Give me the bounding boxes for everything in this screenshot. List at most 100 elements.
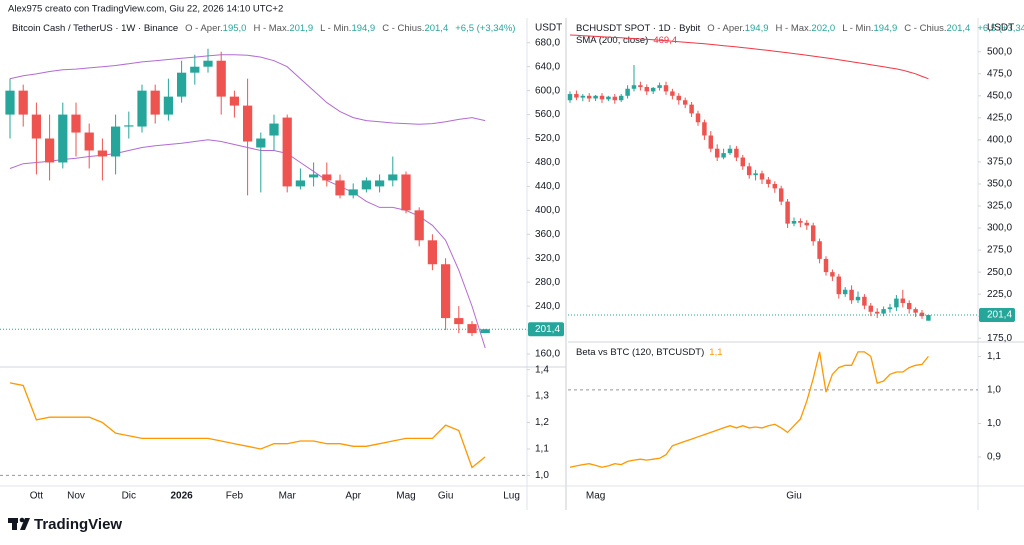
candle-body — [708, 135, 714, 149]
x-tick-label: Apr — [345, 491, 361, 502]
candle-body — [348, 189, 358, 196]
overlay-value: 469,4 — [653, 35, 677, 46]
candle-body — [919, 312, 925, 317]
y-tick-label: 440,0 — [535, 181, 560, 192]
logo: TradingView — [8, 516, 122, 533]
x-tick-label: Mar — [279, 491, 297, 502]
candle-body — [855, 296, 861, 301]
y-tick-label: 1,3 — [535, 391, 549, 402]
candle-body — [242, 105, 253, 142]
candle-body — [727, 148, 733, 154]
ohlc-label: H - Max. — [253, 23, 289, 34]
ohlc-value: 201,4 — [947, 23, 971, 34]
candle-body — [894, 298, 899, 308]
y-tick-label: 0,9 — [987, 452, 1001, 463]
candle-body — [746, 166, 752, 176]
ohlc-label: H - Max. — [776, 23, 812, 34]
candle-body — [785, 201, 790, 224]
candle-body — [110, 126, 121, 157]
y-tick-label: 400,0 — [535, 205, 560, 216]
candle-body — [631, 85, 637, 89]
indicator-name: Beta vs BTC (120, BTCUSDT) — [576, 347, 704, 358]
candle-body — [618, 95, 624, 101]
candle-body — [836, 276, 842, 295]
y-tick-label: 1,0 — [535, 470, 549, 481]
candle-body — [454, 318, 464, 325]
candle-body — [440, 264, 451, 319]
symbol-title: BCHUSDT SPOT · 1D · Bybit — [576, 23, 701, 34]
ohlc-value: 201,4 — [424, 23, 448, 34]
y-tick-label: 560,0 — [535, 109, 560, 120]
candle-body — [657, 85, 662, 88]
candle-body — [721, 153, 726, 158]
candle-body — [427, 240, 438, 265]
candle-body — [84, 132, 94, 151]
candle-body — [913, 309, 918, 313]
candle-body — [593, 95, 598, 99]
candle-body — [295, 180, 306, 187]
ohlc-label: L - Min. — [320, 23, 351, 34]
candle-body — [467, 324, 477, 334]
y-tick-label: 325,0 — [987, 201, 1012, 212]
y-tick-label: 320,0 — [535, 253, 560, 264]
last-price-box — [528, 322, 564, 337]
candle-body — [798, 220, 803, 223]
candle-body — [810, 225, 816, 242]
candle-body — [682, 100, 688, 105]
logo-icon — [12, 518, 17, 530]
overlay-line — [569, 34, 929, 80]
x-tick-label: Dic — [122, 491, 136, 502]
last-price-label: 201,4 — [987, 310, 1012, 321]
y-tick-label: 1,1 — [987, 351, 1001, 362]
candle-body — [689, 104, 694, 114]
ohlc-value: 194,9 — [745, 23, 769, 34]
y-tick-label: 225,0 — [987, 289, 1012, 300]
candle-body — [874, 311, 880, 314]
candle-body — [650, 87, 656, 92]
ohlc-label: L - Min. — [842, 23, 873, 34]
y-tick-label: 175,0 — [987, 333, 1012, 344]
x-tick-label: Ott — [30, 491, 44, 502]
y-tick-label: 160,0 — [535, 349, 560, 360]
x-tick-label: Giu — [786, 491, 802, 502]
ohlc-label: O - Aper. — [707, 23, 745, 34]
y-tick-label: 300,0 — [987, 223, 1012, 234]
candle-body — [5, 90, 15, 115]
last-price-label: 201,4 — [535, 324, 560, 335]
candle-body — [868, 305, 874, 312]
candle-body — [176, 72, 187, 97]
candle-body — [759, 173, 765, 180]
overlay-legend: SMA (200, close) 469,4 — [576, 35, 677, 46]
candle-body — [830, 272, 835, 277]
candle-body — [670, 91, 675, 96]
candle-body — [804, 222, 810, 226]
x-tick-label: Feb — [226, 491, 244, 502]
candle-body — [163, 96, 174, 115]
candle-body — [586, 95, 592, 99]
chart-legend: BCHUSDT SPOT · 1D · Bybit O - Aper.194,9 H… — [576, 23, 1024, 34]
candle-body — [414, 210, 424, 241]
watermark: Alex975 creato con TradingView.com, Giu … — [8, 4, 283, 15]
y-tick-label: 1,0 — [987, 418, 1001, 429]
candle-body — [766, 179, 771, 184]
candle-body — [216, 60, 226, 97]
candle-body — [580, 95, 586, 98]
candle-body — [900, 298, 906, 303]
y-tick-label: 400,0 — [987, 135, 1012, 146]
price-change: +6,5 (+3,34%) — [977, 23, 1024, 34]
candle-body — [823, 258, 829, 273]
y-tick-label: 500,0 — [987, 46, 1012, 57]
x-tick-label: Mag — [586, 491, 605, 502]
candle-body — [190, 66, 200, 73]
candle-body — [734, 148, 739, 158]
candle-body — [791, 220, 797, 224]
candle-body — [887, 307, 893, 310]
candle-body — [849, 289, 854, 301]
price-change: +6,5 (+3,34%) — [455, 23, 515, 34]
candle-body — [44, 138, 55, 163]
candle-body — [229, 96, 240, 106]
overlay-line — [9, 54, 486, 125]
logo-text: TradingView — [34, 516, 122, 533]
candle-body — [702, 122, 707, 136]
